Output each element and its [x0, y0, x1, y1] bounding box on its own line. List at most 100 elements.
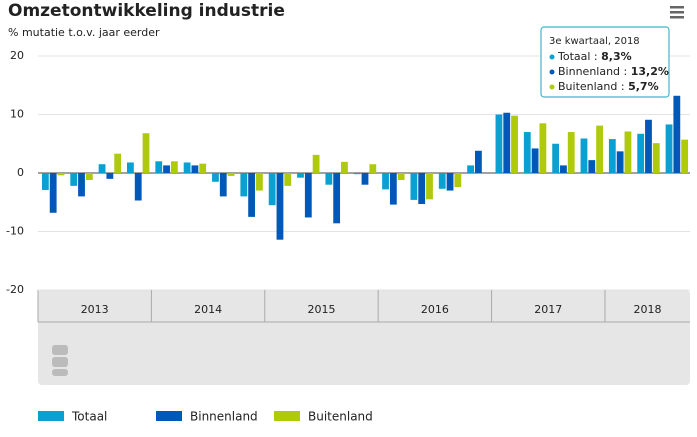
bar — [369, 164, 377, 173]
bar — [596, 125, 603, 173]
bar — [85, 173, 93, 181]
bar — [155, 161, 163, 173]
logo-part — [52, 357, 68, 367]
tooltip-row: Totaal : 8,3% — [557, 50, 632, 63]
bar — [284, 173, 292, 186]
bar — [297, 173, 304, 178]
bar — [588, 160, 596, 173]
legend-label: Totaal — [71, 410, 107, 424]
logo — [52, 345, 68, 376]
bar — [248, 173, 256, 217]
tooltip-title: 3e kwartaal, 2018 — [549, 36, 640, 47]
bar — [191, 165, 199, 173]
bar — [418, 173, 426, 205]
tooltip-dot — [549, 84, 555, 90]
x-tick-label: 2013 — [81, 303, 109, 316]
legend-swatch — [156, 411, 182, 421]
tooltip-separator: : — [620, 65, 631, 78]
y-tick-label: 10 — [10, 108, 24, 121]
bar — [616, 151, 624, 173]
bar — [276, 173, 284, 240]
legend-swatch — [274, 411, 300, 421]
tooltip-row: Buitenland : 5,7% — [558, 80, 659, 93]
bar — [114, 153, 122, 173]
legend-label: Buitenland — [308, 410, 373, 424]
tooltip-name: Binnenland — [558, 65, 620, 78]
bar — [333, 173, 341, 224]
bar — [134, 173, 142, 201]
tooltip-separator: : — [590, 50, 601, 63]
bar — [539, 123, 547, 173]
bar — [410, 173, 418, 200]
bar — [495, 114, 503, 173]
bar — [170, 161, 178, 173]
tooltip-value: 5,7% — [628, 80, 659, 93]
bar — [240, 173, 248, 197]
bar — [163, 165, 170, 173]
tooltip-separator: : — [617, 80, 628, 93]
bar — [227, 173, 235, 176]
x-tick-label: 2015 — [307, 303, 335, 316]
tooltip: 3e kwartaal, 2018 Totaal : 8,3% Binnenland… — [540, 26, 670, 98]
tooltip-name: Buitenland — [558, 80, 617, 93]
bar — [523, 132, 531, 173]
bar — [454, 173, 462, 188]
bar — [673, 95, 681, 173]
bar — [438, 173, 446, 189]
x-tick-label: 2016 — [421, 303, 449, 316]
bar — [467, 165, 474, 173]
bar — [325, 173, 333, 185]
menu-icon[interactable] — [670, 6, 684, 19]
bar — [41, 173, 49, 190]
tooltip-box — [540, 26, 670, 98]
bar — [199, 163, 207, 173]
bar — [78, 173, 85, 197]
logo-part — [52, 345, 68, 355]
bar — [426, 173, 433, 200]
bar — [474, 150, 482, 173]
bar — [665, 124, 673, 173]
bar — [49, 173, 57, 213]
bar — [106, 173, 114, 179]
bar — [353, 173, 361, 175]
chart-subtitle: % mutatie t.o.v. jaar eerder — [8, 26, 160, 39]
bar — [57, 173, 65, 176]
y-tick-label: 0 — [17, 166, 24, 179]
bar — [645, 119, 652, 173]
bar — [389, 173, 397, 205]
menu-bar — [670, 16, 684, 19]
bar — [567, 132, 575, 173]
bar — [624, 131, 632, 173]
menu-bar — [670, 11, 684, 14]
x-tick-label: 2018 — [633, 303, 661, 316]
y-tick-label: 20 — [10, 49, 24, 62]
bar — [98, 164, 106, 173]
bar — [312, 154, 320, 173]
tooltip-dot — [549, 69, 555, 75]
tooltip-dot — [549, 54, 555, 60]
logo-part — [52, 369, 68, 376]
bar — [127, 162, 134, 173]
bar — [183, 162, 191, 173]
bar — [256, 173, 263, 191]
x-tick-label: 2014 — [194, 303, 222, 316]
bar — [560, 165, 567, 173]
bar — [446, 173, 454, 191]
bar — [361, 173, 369, 185]
bar — [304, 173, 312, 218]
bar — [637, 133, 645, 173]
bar — [70, 173, 78, 186]
bar — [652, 143, 660, 173]
bar — [268, 173, 276, 206]
bar — [608, 139, 616, 173]
y-tick-label: -10 — [6, 225, 24, 238]
chart-title: Omzetontwikkeling industrie — [8, 1, 285, 21]
tooltip-row: Binnenland : 13,2% — [558, 65, 669, 78]
legend-label: Binnenland — [190, 410, 258, 424]
x-tick-label: 2017 — [534, 303, 562, 316]
y-tick-label: -20 — [6, 283, 24, 296]
bar — [681, 139, 689, 173]
legend-swatch — [38, 411, 64, 421]
bar — [511, 115, 518, 173]
